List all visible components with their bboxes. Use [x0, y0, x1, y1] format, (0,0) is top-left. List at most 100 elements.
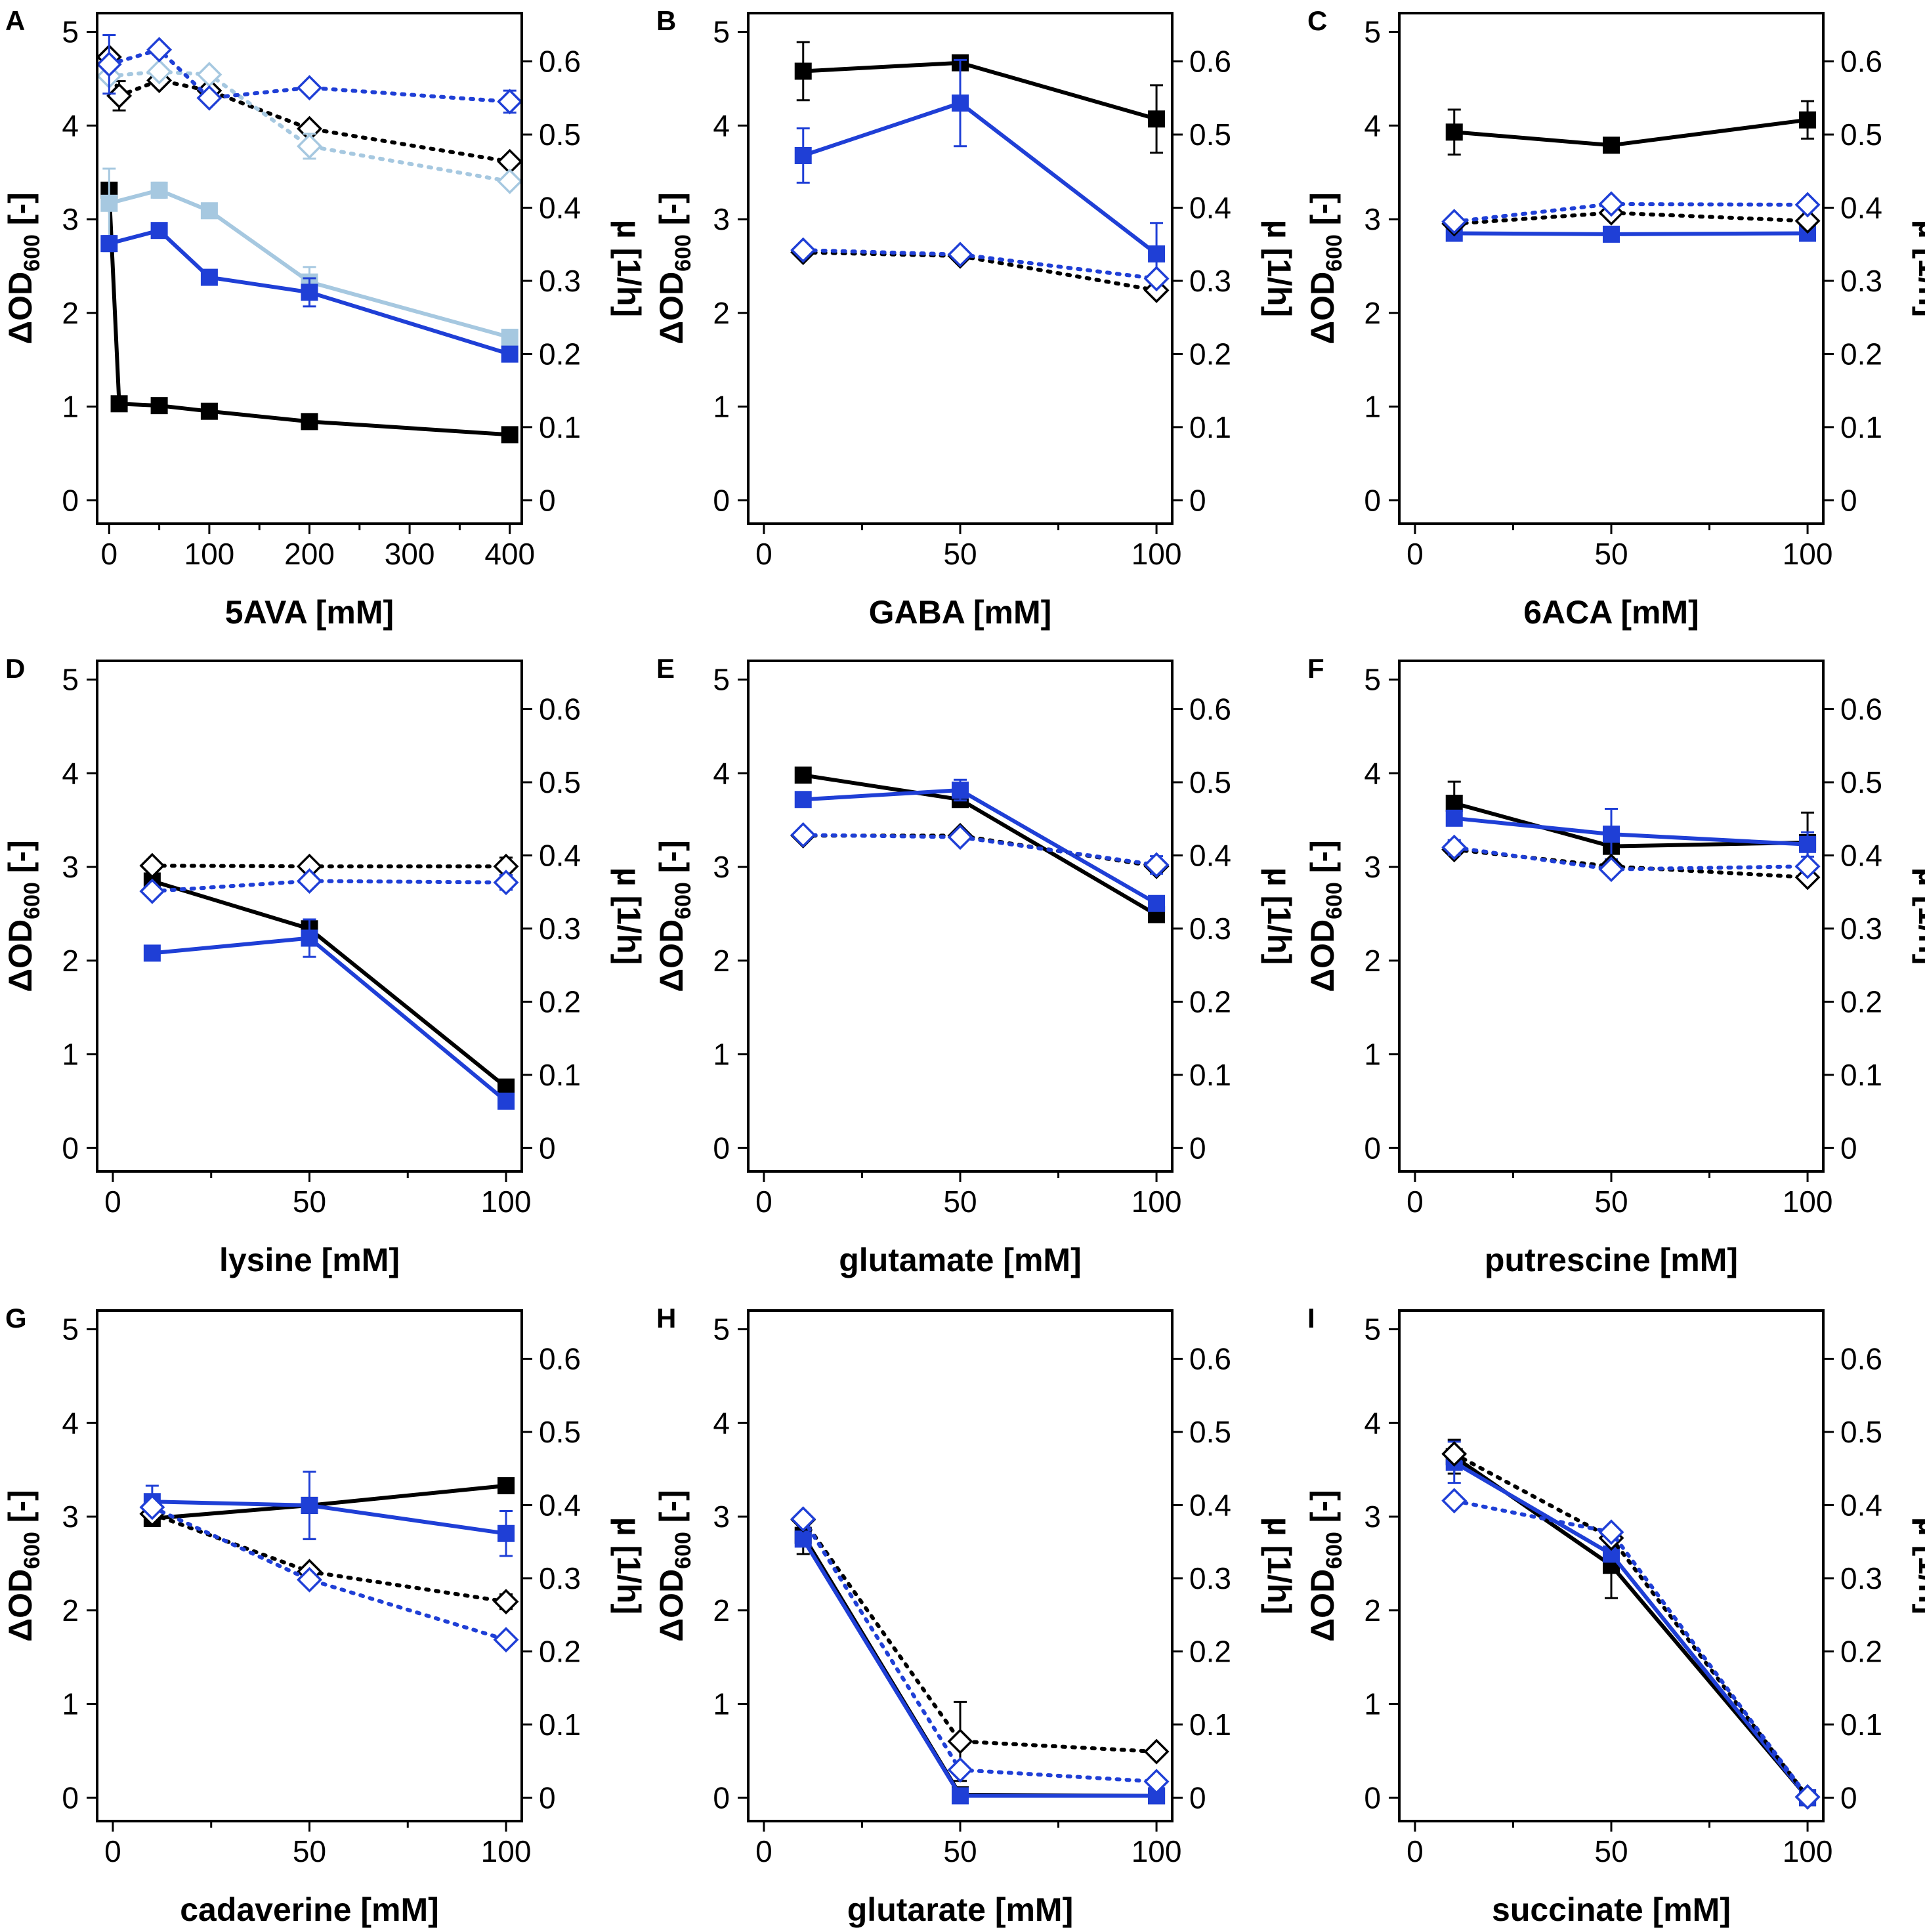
x-tick-label: 100 [481, 1185, 532, 1219]
series-1 [794, 1530, 1166, 1805]
series-line [1454, 117, 1808, 148]
y-left-tick-label: 2 [62, 1593, 79, 1628]
series-2 [1441, 1441, 1821, 1810]
y-right-tick-label: 0 [539, 1131, 556, 1165]
y-right-tick-label: 0.2 [1840, 984, 1882, 1018]
panel-a: A 0 1 2 3 4 5 0 0.1 0.2 0.3 0.4 0.5 0.6 0 100 200 300 400 5… [2, 5, 647, 631]
y-left-axis-label-suffix: [-] [653, 1490, 690, 1532]
y-right-tick-label: 0.4 [539, 190, 581, 224]
panel-label: A [5, 5, 25, 36]
y-right-tick-label: 0.6 [539, 45, 581, 79]
y-left-tick-label: 0 [1364, 483, 1381, 517]
y-right-tick-label: 0.5 [1840, 1415, 1882, 1449]
data-point [150, 181, 168, 199]
y-left-tick-label: 3 [713, 850, 730, 884]
y-left-axis-label-suffix: [-] [2, 840, 39, 882]
y-right-tick-label: 0 [1189, 1780, 1206, 1815]
x-tick-label: 0 [1407, 1185, 1424, 1219]
y-right-tick-label: 0 [1840, 1131, 1857, 1165]
y-right-tick-label: 0 [1189, 1131, 1206, 1165]
y-left-tick-label: 4 [713, 756, 730, 790]
y-left-axis-label-sub: 600 [20, 882, 45, 919]
data-point [1794, 853, 1821, 879]
y-left-tick-label: 5 [1364, 1312, 1381, 1347]
x-tick-label: 100 [184, 537, 235, 571]
series-line [801, 833, 1159, 867]
y-right-axis-label: µ [1/h] [1261, 1517, 1298, 1614]
plot-frame [747, 660, 1174, 1173]
y-right-tick-label: 0.3 [1189, 264, 1231, 298]
series-3 [139, 1494, 519, 1653]
y-left-tick-label: 5 [713, 15, 730, 49]
plot-frame [96, 12, 523, 525]
y-left-axis-label: ΔOD600 [-] [653, 192, 696, 345]
y-right-tick-label: 0.1 [1189, 1058, 1231, 1092]
data-point [497, 89, 523, 115]
y-right-tick-label: 0.4 [1840, 1488, 1882, 1522]
y-right-tick-label: 0.6 [539, 1342, 581, 1376]
y-right-tick-label: 0.2 [539, 337, 581, 371]
y-left-axis-label: ΔOD600 [-] [2, 192, 45, 345]
y-left-tick-label: 1 [713, 1687, 730, 1721]
data-point [301, 1496, 318, 1514]
series-4 [96, 58, 523, 194]
x-tick-label: 0 [755, 1834, 772, 1868]
y-right-tick-label: 0 [1840, 1780, 1857, 1815]
data-point [794, 1530, 812, 1548]
y-right-tick-label: 0.6 [1189, 1342, 1231, 1376]
data-point [146, 58, 173, 85]
data-point [1148, 110, 1166, 128]
data-point [301, 413, 318, 430]
y-left-tick-label: 0 [713, 1131, 730, 1165]
y-left-axis-label: ΔOD600 [-] [2, 840, 45, 992]
y-left-tick-label: 4 [62, 756, 79, 790]
y-right-tick-label: 0.5 [1840, 117, 1882, 152]
data-point [100, 235, 118, 253]
y-right-tick-label: 0.3 [539, 912, 581, 946]
series-line [803, 60, 1157, 121]
x-axis-label: glutarate [mM] [847, 1891, 1073, 1928]
data-point [139, 1494, 165, 1521]
y-right-tick-label: 0.4 [1189, 838, 1231, 872]
series-line [1452, 1498, 1810, 1799]
plot-frame [1398, 660, 1825, 1173]
y-right-tick-label: 0.6 [539, 692, 581, 726]
y-right-axis-label: µ [1/h] [610, 220, 647, 317]
series-2 [1441, 200, 1821, 237]
y-right-axis-label: µ [1/h] [1912, 1517, 1925, 1614]
data-point [501, 345, 518, 363]
series-line [1452, 211, 1810, 226]
data-point [146, 37, 173, 63]
x-tick-label: 0 [1407, 1834, 1424, 1868]
x-tick-label: 0 [1407, 537, 1424, 571]
data-point [297, 868, 322, 894]
y-left-axis-label-main: ΔOD [653, 1569, 690, 1642]
series-line [801, 1534, 1157, 1798]
series-3 [1441, 834, 1821, 883]
data-point [794, 62, 812, 80]
series-3 [790, 822, 1170, 878]
data-point [301, 929, 318, 947]
y-right-tick-label: 0.2 [1840, 1634, 1882, 1668]
series-3 [1441, 191, 1821, 235]
x-axis-label: GABA [mM] [869, 594, 1052, 631]
x-tick-label: 50 [1594, 1834, 1628, 1868]
data-point [100, 194, 118, 212]
data-point [947, 242, 973, 268]
series-0 [794, 1515, 1166, 1805]
series-1 [1445, 808, 1817, 861]
y-left-axis-label-suffix: [-] [2, 192, 39, 234]
y-right-tick-label: 0.1 [1840, 1058, 1882, 1092]
x-tick-label: 0 [101, 537, 118, 571]
x-tick-label: 100 [481, 1834, 532, 1868]
x-tick-label: 50 [293, 1834, 326, 1868]
panel-label: D [5, 653, 25, 684]
plot-frame [747, 12, 1174, 525]
y-right-axis-label: µ [1/h] [1912, 868, 1925, 965]
y-right-tick-label: 0.6 [1840, 1342, 1882, 1376]
